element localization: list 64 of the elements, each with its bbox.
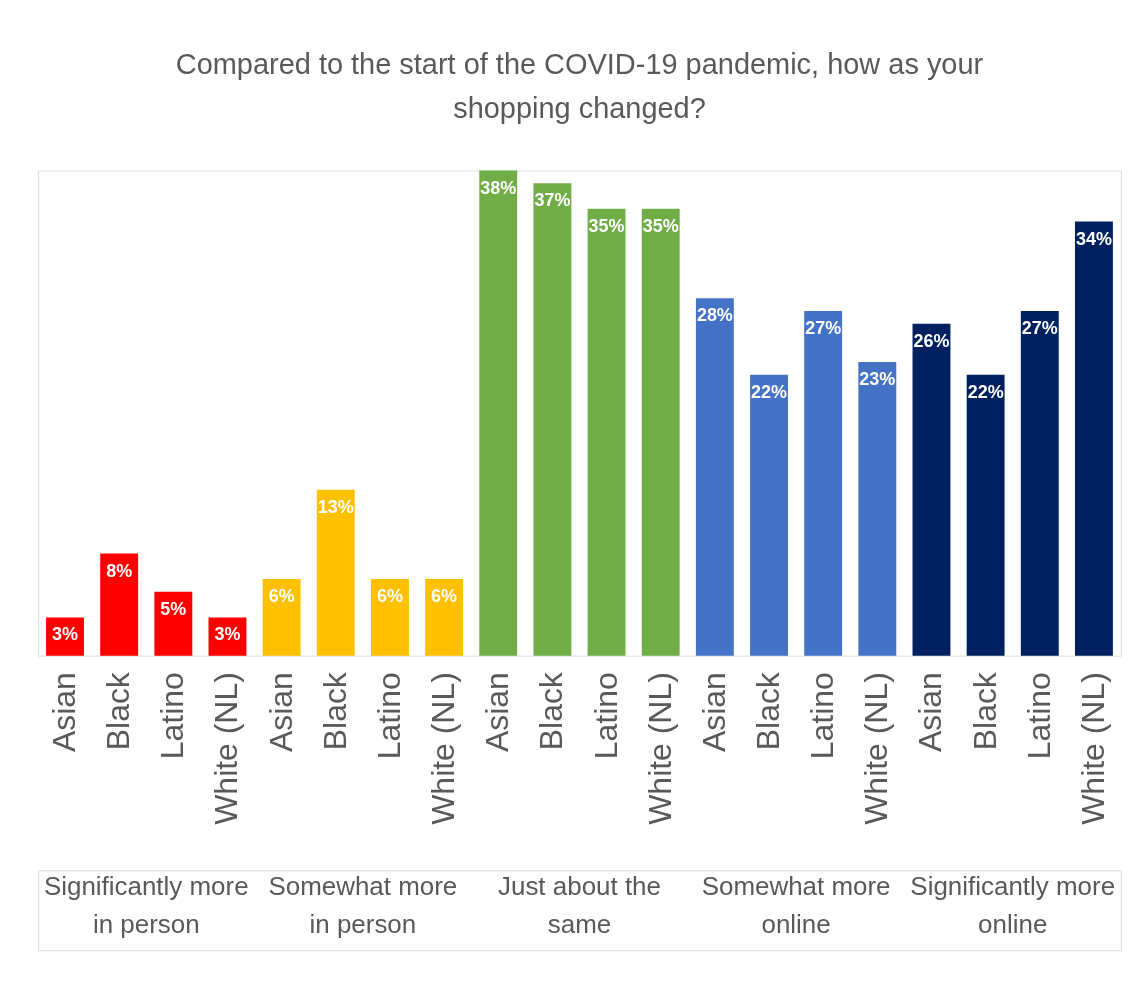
- data-label: 35%: [588, 215, 625, 236]
- x-tick-label: White (NL): [208, 672, 245, 825]
- bar: [262, 579, 301, 656]
- x-tick-label: Asian: [695, 672, 732, 753]
- bar: [533, 183, 572, 656]
- x-tick-label: Black: [533, 671, 570, 751]
- x-tick-label: Asian: [479, 672, 516, 753]
- bar: [587, 208, 626, 656]
- bar: [1074, 221, 1113, 656]
- x-tick-label: White (NL): [425, 672, 462, 825]
- data-label: 38%: [480, 177, 517, 198]
- bar: [641, 208, 680, 656]
- data-label: 3%: [52, 624, 79, 645]
- x-tick-label: Black: [966, 671, 1003, 751]
- text: Just about the same: [498, 872, 661, 939]
- bar: [479, 170, 518, 656]
- bar: [425, 579, 464, 656]
- x-tick-label: Latino: [587, 672, 624, 760]
- bar: [695, 298, 734, 656]
- data-label: 8%: [106, 560, 133, 581]
- bar: [370, 579, 409, 656]
- bar: [858, 362, 897, 656]
- bar: [316, 489, 355, 656]
- bar: [750, 374, 788, 656]
- x-tick-label: Black: [750, 671, 786, 751]
- bar: [154, 591, 193, 656]
- data-label: 5%: [160, 598, 187, 619]
- data-label: 34%: [1075, 228, 1112, 249]
- data-label: 35%: [642, 215, 679, 236]
- x-tick-label: Latino: [1020, 672, 1057, 760]
- x-tick-label: Black: [100, 671, 137, 751]
- bar: [804, 310, 843, 656]
- data-label: 22%: [967, 381, 1004, 402]
- x-tick-label: Asian: [262, 672, 299, 753]
- x-tick-label: Latino: [154, 672, 191, 760]
- x-tick-label: White (NL): [858, 672, 895, 825]
- bar: [912, 323, 951, 656]
- data-label: 26%: [913, 330, 950, 351]
- data-label: 27%: [1021, 317, 1058, 338]
- bar: [100, 553, 139, 656]
- x-tick-label: Asian: [912, 672, 949, 753]
- data-label: 23%: [859, 369, 896, 390]
- x-tick-label: Asian: [45, 672, 82, 753]
- data-label: 6%: [431, 586, 458, 607]
- chart-title: Compared to the start of the COVID-19 pandemic, how as your shopping changed?: [175, 48, 984, 125]
- data-label: 6%: [268, 586, 295, 607]
- text: Significantly more online: [910, 872, 1116, 939]
- data-label: 3%: [214, 624, 241, 645]
- x-tick-label: Latino: [370, 672, 407, 760]
- text: Significantly more in person: [43, 872, 249, 939]
- data-label: 6%: [376, 586, 403, 607]
- text: Somewhat more in person: [268, 872, 458, 939]
- x-tick-label: White (NL): [641, 672, 678, 825]
- data-label: 28%: [696, 305, 733, 326]
- bar: [1020, 310, 1059, 656]
- data-label: 37%: [534, 190, 571, 211]
- bar: [966, 374, 1005, 656]
- data-label: 22%: [751, 381, 788, 402]
- data-label: 13%: [317, 496, 354, 517]
- text: Somewhat more online: [701, 872, 891, 939]
- data-label: 27%: [805, 317, 842, 338]
- x-tick-label: Black: [316, 671, 353, 751]
- x-tick-label: Latino: [804, 672, 841, 760]
- x-tick-label: White (NL): [1074, 672, 1111, 825]
